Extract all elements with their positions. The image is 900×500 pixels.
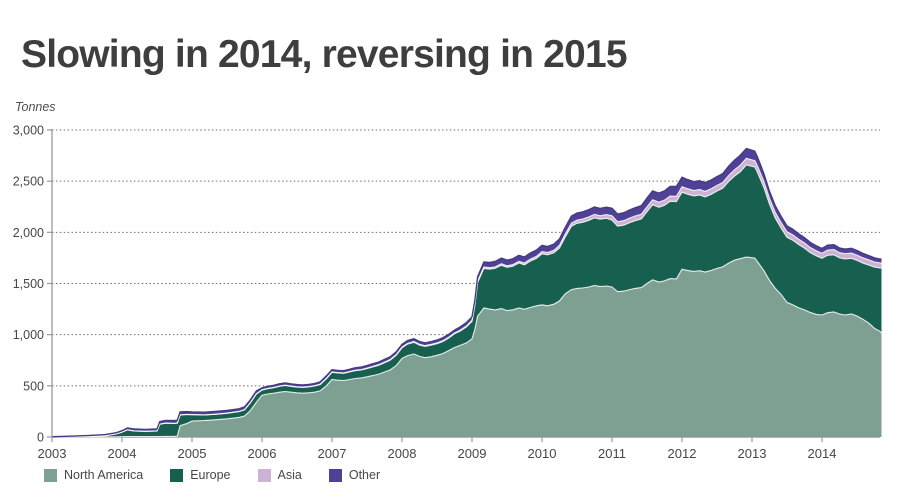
legend-item-north-america: North America bbox=[44, 468, 143, 482]
legend-label: Europe bbox=[190, 468, 231, 482]
x-tick-label: 2014 bbox=[808, 446, 837, 461]
y-tick-label: 500 bbox=[23, 379, 44, 393]
series-area-north-america bbox=[52, 257, 882, 437]
x-tick-label: 2008 bbox=[388, 446, 417, 461]
legend-item-asia: Asia bbox=[257, 468, 302, 482]
y-tick-label: 2,000 bbox=[13, 226, 44, 240]
series-boundary-line bbox=[51, 157, 882, 438]
y-tick-label: 0 bbox=[37, 431, 44, 445]
x-tick-label: 2010 bbox=[528, 446, 557, 461]
x-tick-label: 2006 bbox=[248, 446, 277, 461]
x-tick-label: 2012 bbox=[668, 446, 697, 461]
legend-label: Other bbox=[348, 468, 381, 482]
x-tick-label: 2013 bbox=[738, 446, 767, 461]
y-tick-label: 1,000 bbox=[13, 328, 44, 342]
legend-swatch-icon bbox=[257, 468, 271, 482]
x-tick-label: 2005 bbox=[178, 446, 207, 461]
x-tick-label: 2003 bbox=[38, 446, 67, 461]
total-top-line bbox=[51, 147, 882, 438]
legend-label: North America bbox=[64, 468, 144, 482]
x-tick-label: 2011 bbox=[598, 446, 626, 461]
chart-legend: North America Europe Asia Other bbox=[44, 468, 380, 482]
legend-item-europe: Europe bbox=[170, 468, 231, 482]
chart-title: Slowing in 2014, reversing in 2015 bbox=[21, 33, 628, 76]
legend-item-other: Other bbox=[328, 468, 381, 482]
legend-swatch-icon bbox=[170, 468, 184, 482]
legend-label: Asia bbox=[277, 468, 302, 482]
y-tick-label: 2,500 bbox=[13, 175, 44, 189]
legend-swatch-icon bbox=[44, 468, 57, 482]
x-tick-label: 2009 bbox=[458, 446, 487, 461]
x-tick-label: 2007 bbox=[318, 446, 347, 461]
x-tick-label: 2004 bbox=[108, 446, 137, 461]
y-tick-label: 1,500 bbox=[13, 277, 44, 291]
legend-swatch-icon bbox=[328, 468, 342, 482]
y-tick-label: 3,000 bbox=[13, 124, 44, 138]
series-boundary-line bbox=[52, 256, 882, 438]
y-axis-units-label: Tonnes bbox=[15, 100, 56, 114]
